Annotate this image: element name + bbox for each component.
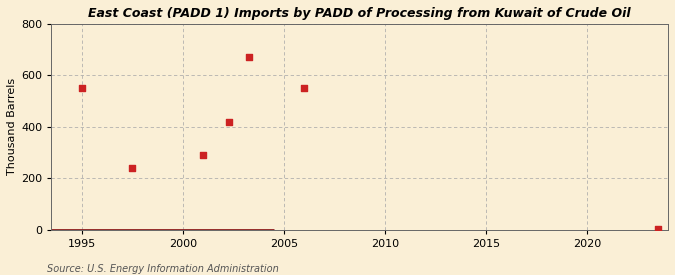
Point bbox=[76, 86, 87, 90]
Point bbox=[198, 153, 209, 157]
Point bbox=[244, 55, 255, 60]
Y-axis label: Thousand Barrels: Thousand Barrels bbox=[7, 78, 17, 175]
Point bbox=[298, 86, 309, 90]
Point bbox=[653, 227, 664, 231]
Title: East Coast (PADD 1) Imports by PADD of Processing from Kuwait of Crude Oil: East Coast (PADD 1) Imports by PADD of P… bbox=[88, 7, 631, 20]
Point bbox=[127, 166, 138, 170]
Text: Source: U.S. Energy Information Administration: Source: U.S. Energy Information Administ… bbox=[47, 264, 279, 274]
Point bbox=[224, 119, 235, 124]
